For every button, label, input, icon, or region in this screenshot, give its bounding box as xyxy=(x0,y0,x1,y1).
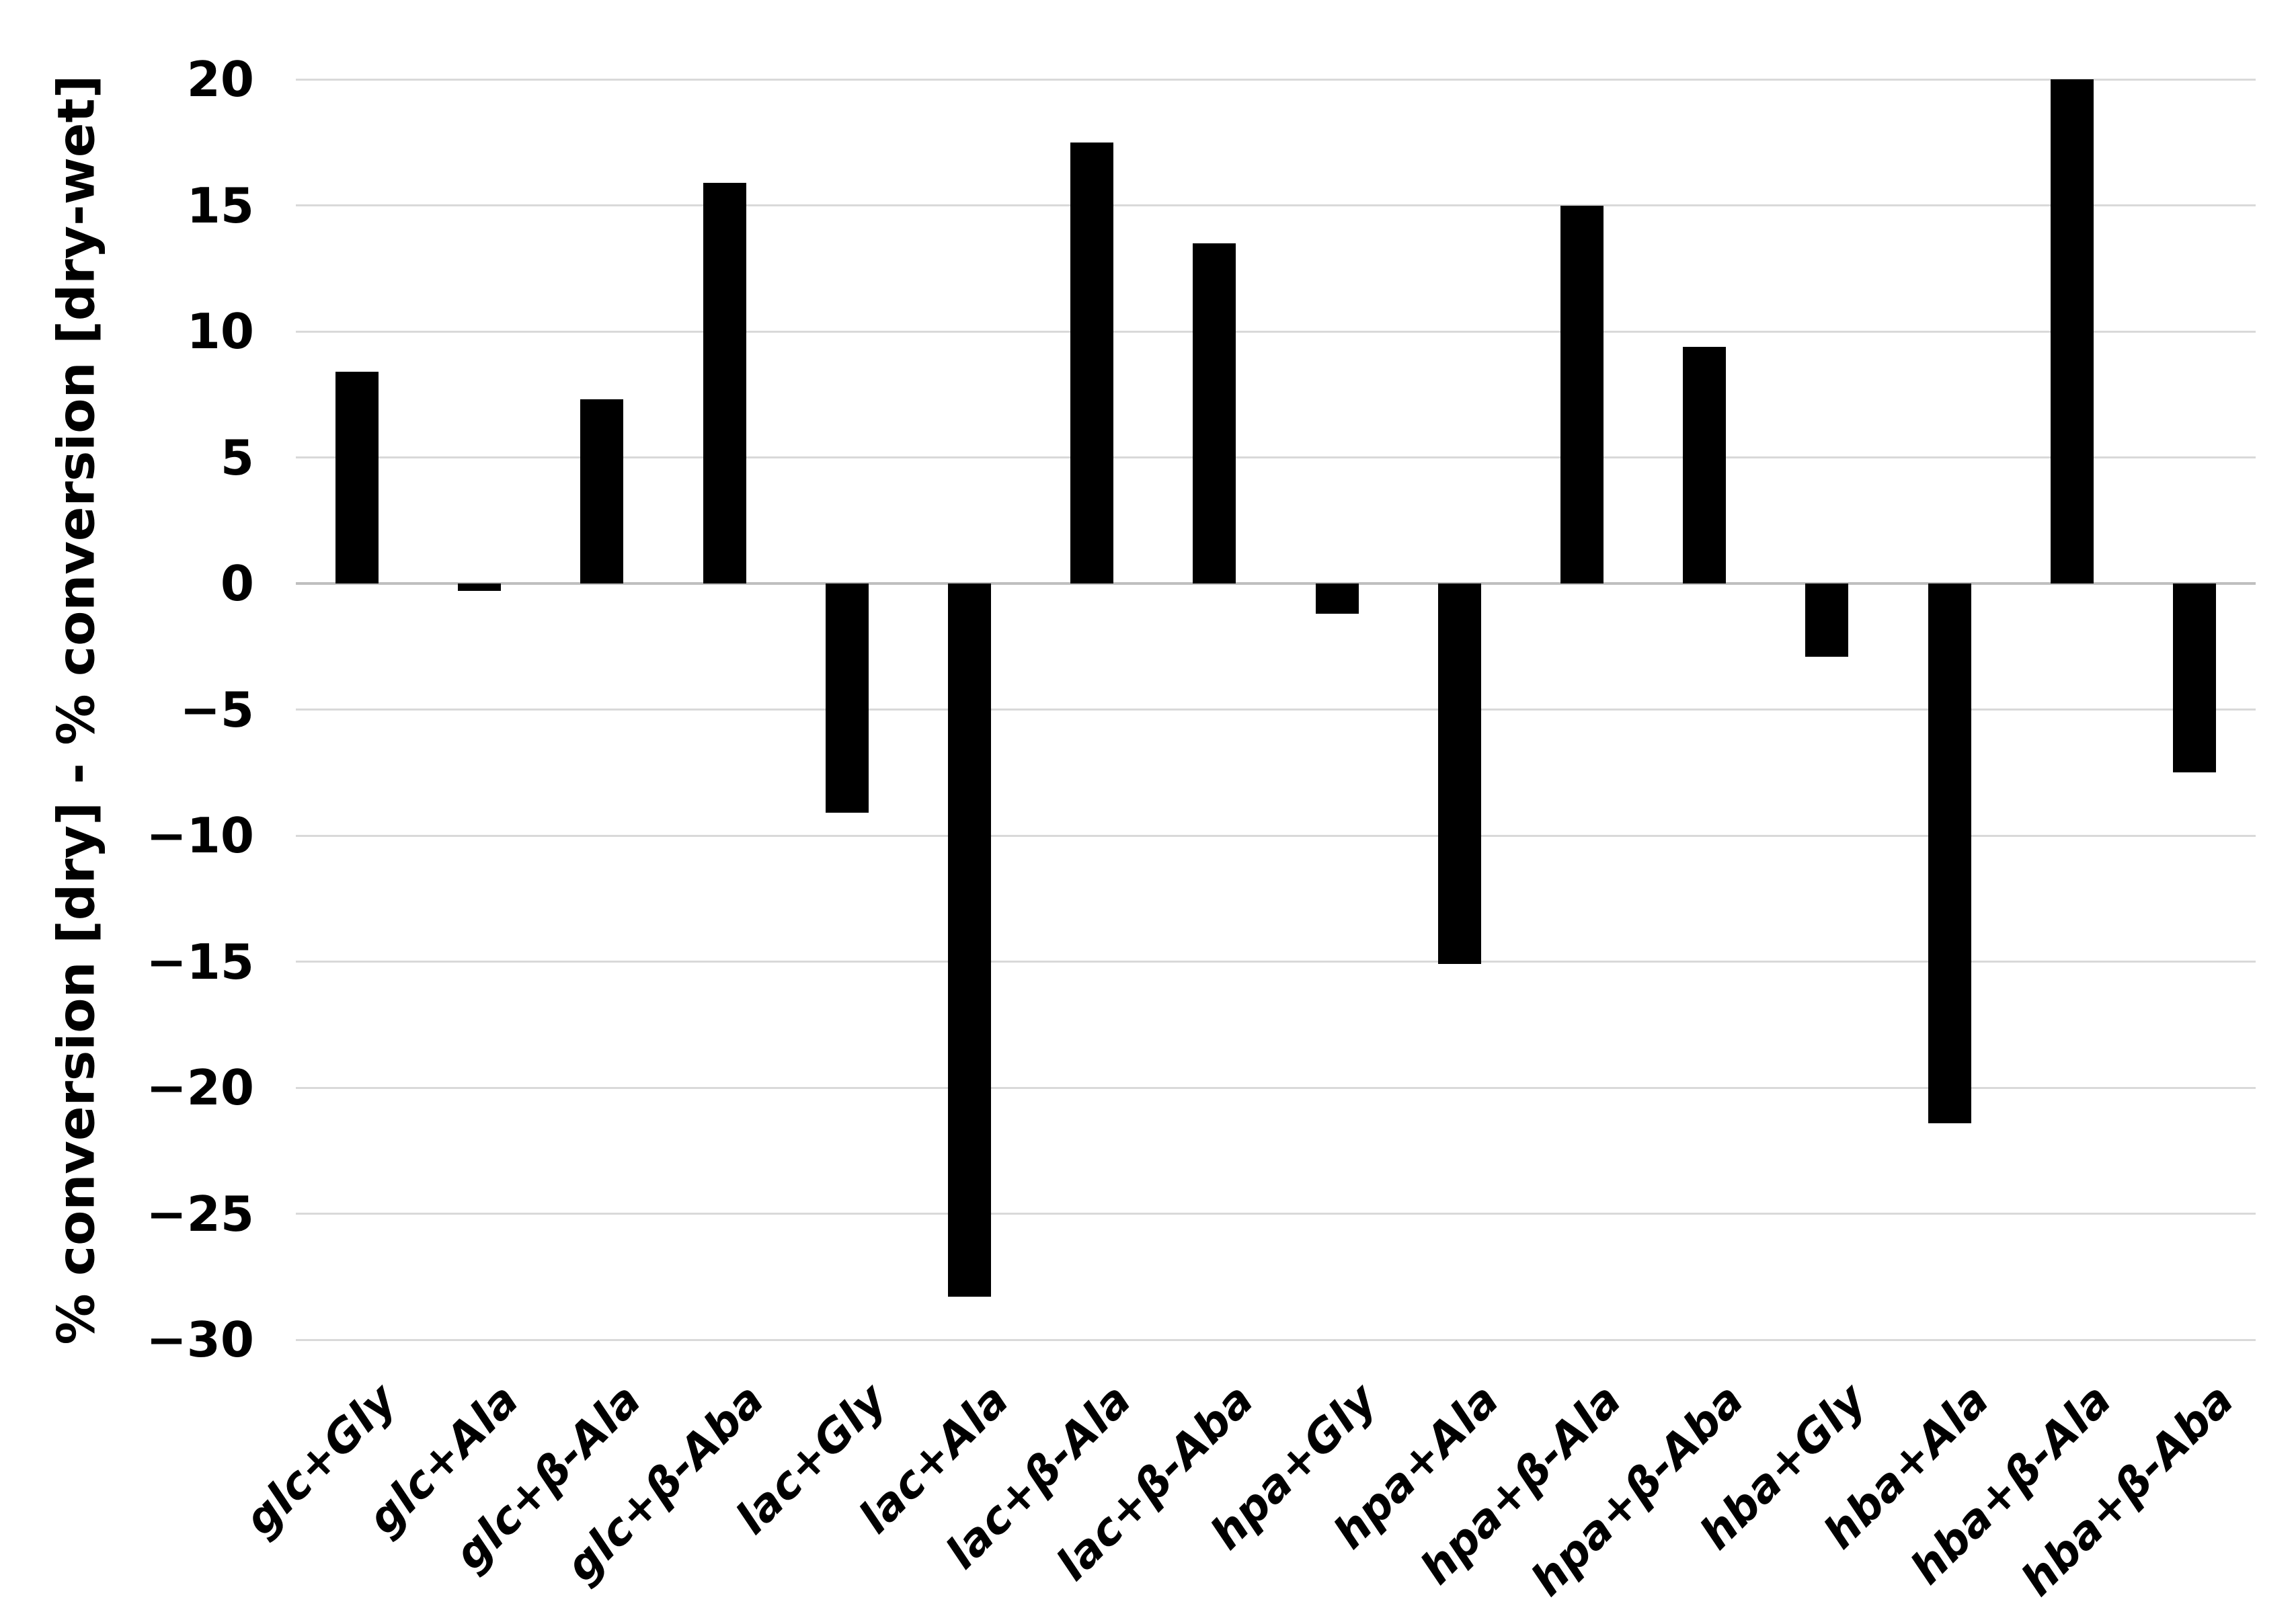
bar-glc+β-Ala xyxy=(580,399,624,583)
gridline xyxy=(296,834,2256,837)
bar-hpa+Ala xyxy=(1437,583,1481,965)
gridline xyxy=(296,456,2256,458)
gridline xyxy=(296,961,2256,963)
bar-hpa+β-Aba xyxy=(1683,346,1727,583)
y-tick-label: −25 xyxy=(146,1185,254,1242)
y-tick-label: −30 xyxy=(146,1311,254,1368)
gridline xyxy=(296,1213,2256,1215)
bar-lac+Gly xyxy=(825,583,869,813)
bar-hba+Ala xyxy=(1928,583,1971,1123)
gridline xyxy=(296,1086,2256,1089)
gridline xyxy=(296,709,2256,711)
plot-area xyxy=(296,78,2256,1341)
bar-lac+Ala xyxy=(948,583,992,1297)
bar-lac+β-Ala xyxy=(1070,142,1114,583)
bar-lac+β-Aba xyxy=(1193,243,1236,583)
y-tick-label: −5 xyxy=(180,681,254,738)
bar-hpa+β-Ala xyxy=(1560,205,1604,583)
bar-hba+Gly xyxy=(1805,583,1849,657)
y-tick-label: −15 xyxy=(146,933,254,990)
gridline xyxy=(296,1338,2256,1341)
y-tick-label: −10 xyxy=(146,807,254,864)
bar-hpa+Gly xyxy=(1315,583,1359,614)
bar-glc+Ala xyxy=(458,583,502,592)
y-tick-label: 15 xyxy=(186,177,254,234)
bar-glc+Gly xyxy=(335,372,379,583)
gridline xyxy=(296,78,2256,81)
bar-hba+β-Aba xyxy=(2172,583,2216,773)
y-tick-label: 20 xyxy=(186,51,254,108)
y-tick-label: 10 xyxy=(186,303,254,360)
bar-hba+β-Ala xyxy=(2050,79,2094,583)
zero-axis-line xyxy=(296,582,2256,585)
bar-glc+β-Aba xyxy=(703,182,746,583)
y-tick-label: 5 xyxy=(220,429,254,486)
y-tick-label: 0 xyxy=(220,555,254,612)
gridline xyxy=(296,204,2256,206)
y-tick-label: −20 xyxy=(146,1059,254,1116)
gridline xyxy=(296,330,2256,333)
